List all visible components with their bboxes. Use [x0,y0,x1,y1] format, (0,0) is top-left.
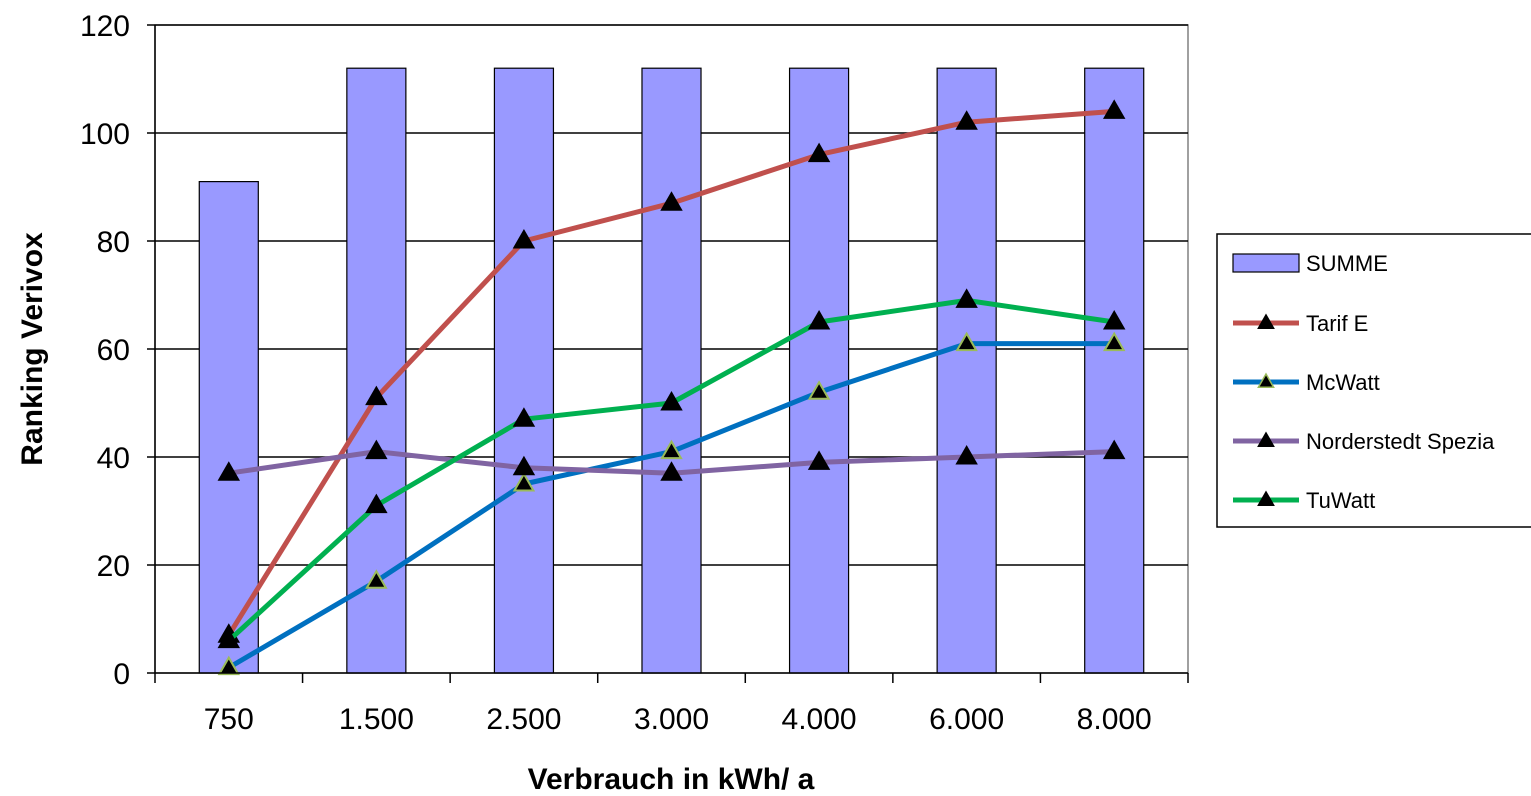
series-marker-3 [807,309,831,330]
y-tick-label: 20 [97,550,130,583]
series-marker-1 [955,331,978,352]
series-marker-2 [365,439,388,460]
legend-label: TuWatt [1306,488,1375,513]
x-tick-label: 2.500 [486,703,561,736]
series-marker-2 [1102,439,1126,460]
y-tick-label: 60 [97,334,130,367]
bar-summe [641,67,702,674]
series-marker-1 [512,471,536,492]
axes: 0 20 40 60 80 100 120 750 1.500 2.500 3.000 4.000 6.… [80,10,1189,736]
x-tick-label: 3.000 [634,703,709,736]
series-marker-2 [955,444,978,465]
series-marker-0 [955,110,978,130]
series-marker-3 [1102,309,1126,330]
series-marker-0 [512,228,536,249]
series-marker-0 [1102,99,1126,119]
bar-summe [198,181,259,674]
y-axis-title: Ranking Verivox [16,232,49,466]
series-marker-1 [807,380,831,400]
legend-swatch-marker [1257,490,1275,506]
x-tick-label: 8.000 [1077,703,1152,736]
legend-label: McWatt [1306,370,1380,395]
bar-summe [936,67,997,674]
line-series [217,99,1126,676]
series-marker-0 [365,385,388,406]
legend-label: Norderstedt Spezia [1306,429,1495,454]
series-marker-1 [217,655,241,676]
legend-swatch-marker [1257,313,1275,329]
x-tick-label: 1.500 [339,703,414,736]
y-tick-label: 40 [97,442,130,475]
legend-label-summe: SUMME [1306,251,1388,276]
x-axis-title: Verbrauch in kWh/ a [528,763,815,796]
series-marker-2 [660,461,683,481]
series-marker-3 [660,390,683,411]
series-marker-1 [365,569,388,589]
series-marker-2 [807,450,831,470]
series-marker-0 [807,142,831,163]
y-tick-label: 120 [80,10,130,43]
legend: SUMME Tarif E McWatt Norderstedt Spezia TuWa… [1216,233,1531,528]
y-tick-label: 0 [113,658,130,691]
bar-summe [493,67,555,674]
series-marker-1 [1102,331,1126,352]
series-marker-3 [512,407,536,427]
series-marker-2 [217,461,241,481]
x-tick-label: 6.000 [929,703,1004,736]
series-marker-0 [660,191,683,211]
x-tick-label: 4.000 [782,703,857,736]
series-marker-3 [365,493,388,514]
bar-summe [1084,67,1145,674]
y-tick-label: 100 [80,118,130,151]
legend-swatch-marker [1257,372,1275,388]
x-tick-label: 750 [204,703,254,736]
y-tick-label: 80 [97,226,130,259]
series-marker-3 [955,288,978,308]
bar-summe [788,67,850,674]
series-marker-1 [660,439,683,460]
legend-label: Tarif E [1306,311,1368,336]
legend-swatch-marker [1257,431,1275,447]
legend-swatch-summe [1232,253,1300,273]
series-marker-3 [217,628,241,649]
series-marker-2 [512,455,536,476]
bars [198,67,1145,674]
